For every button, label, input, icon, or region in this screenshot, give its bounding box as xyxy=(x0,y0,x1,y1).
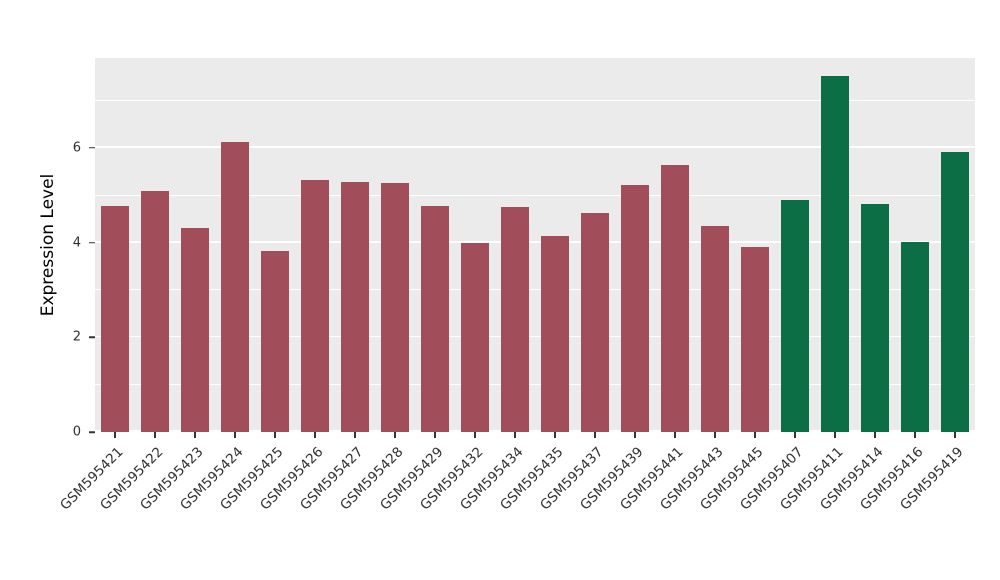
major-gridline xyxy=(95,335,975,338)
y-tick-mark xyxy=(89,431,95,433)
bar xyxy=(700,226,730,432)
x-tick-mark xyxy=(874,432,876,438)
bar xyxy=(820,76,850,432)
x-tick-mark xyxy=(674,432,676,438)
major-gridline xyxy=(95,146,975,148)
minor-gridline xyxy=(95,289,975,290)
x-axis: GSM595421 GSM595422 GSM595423 GSM595424 GSM5… xyxy=(57,432,975,572)
bar xyxy=(420,205,450,432)
x-tick-mark xyxy=(794,432,796,438)
y-tick-mark xyxy=(89,336,95,339)
x-tick-mark xyxy=(394,432,396,438)
y-tick-mark xyxy=(89,241,95,244)
bar xyxy=(140,190,170,432)
x-tick-mark xyxy=(914,432,916,438)
x-tick-mark xyxy=(754,432,756,438)
bar xyxy=(620,185,650,432)
bar xyxy=(860,203,890,432)
x-tick-mark xyxy=(634,432,636,438)
x-tick-mark xyxy=(194,432,196,438)
minor-gridline xyxy=(95,99,975,101)
x-tick-mark xyxy=(514,432,516,438)
x-tick-mark xyxy=(354,432,356,438)
bar xyxy=(660,165,690,432)
major-gridline xyxy=(95,430,975,432)
bar xyxy=(260,250,290,432)
bar xyxy=(380,182,410,432)
bar xyxy=(180,228,210,432)
x-tick-mark xyxy=(594,432,596,438)
bar xyxy=(940,151,970,432)
bar xyxy=(220,142,250,432)
bar xyxy=(300,179,330,432)
y-tick-label: 0 xyxy=(72,424,81,440)
minor-gridline xyxy=(95,383,975,385)
x-tick-mark xyxy=(554,432,556,438)
y-tick-label: 4 xyxy=(72,235,81,251)
x-tick-mark xyxy=(114,432,116,438)
x-tick-mark xyxy=(274,432,276,438)
bar xyxy=(900,241,930,432)
major-gridline xyxy=(95,241,975,243)
x-tick-mark xyxy=(234,432,236,438)
x-tick-mark xyxy=(154,432,156,438)
y-axis: 0 2 4 6 xyxy=(0,58,95,440)
bar xyxy=(740,246,770,432)
bar xyxy=(540,235,570,432)
x-tick-mark xyxy=(314,432,316,438)
y-tick-mark xyxy=(89,147,95,149)
bar xyxy=(340,182,370,432)
bar xyxy=(780,199,810,432)
bar xyxy=(500,207,530,432)
y-tick-label: 6 xyxy=(72,140,81,156)
y-tick-label: 2 xyxy=(72,329,81,345)
bar xyxy=(460,242,490,432)
minor-gridline xyxy=(95,194,975,196)
x-tick-mark xyxy=(434,432,436,438)
plot-panel xyxy=(95,58,975,432)
x-tick-mark xyxy=(954,432,956,438)
x-tick-mark xyxy=(474,432,476,438)
bar xyxy=(580,213,610,432)
x-tick-mark xyxy=(714,432,716,438)
x-tick-mark xyxy=(834,432,836,438)
bar xyxy=(100,205,130,432)
